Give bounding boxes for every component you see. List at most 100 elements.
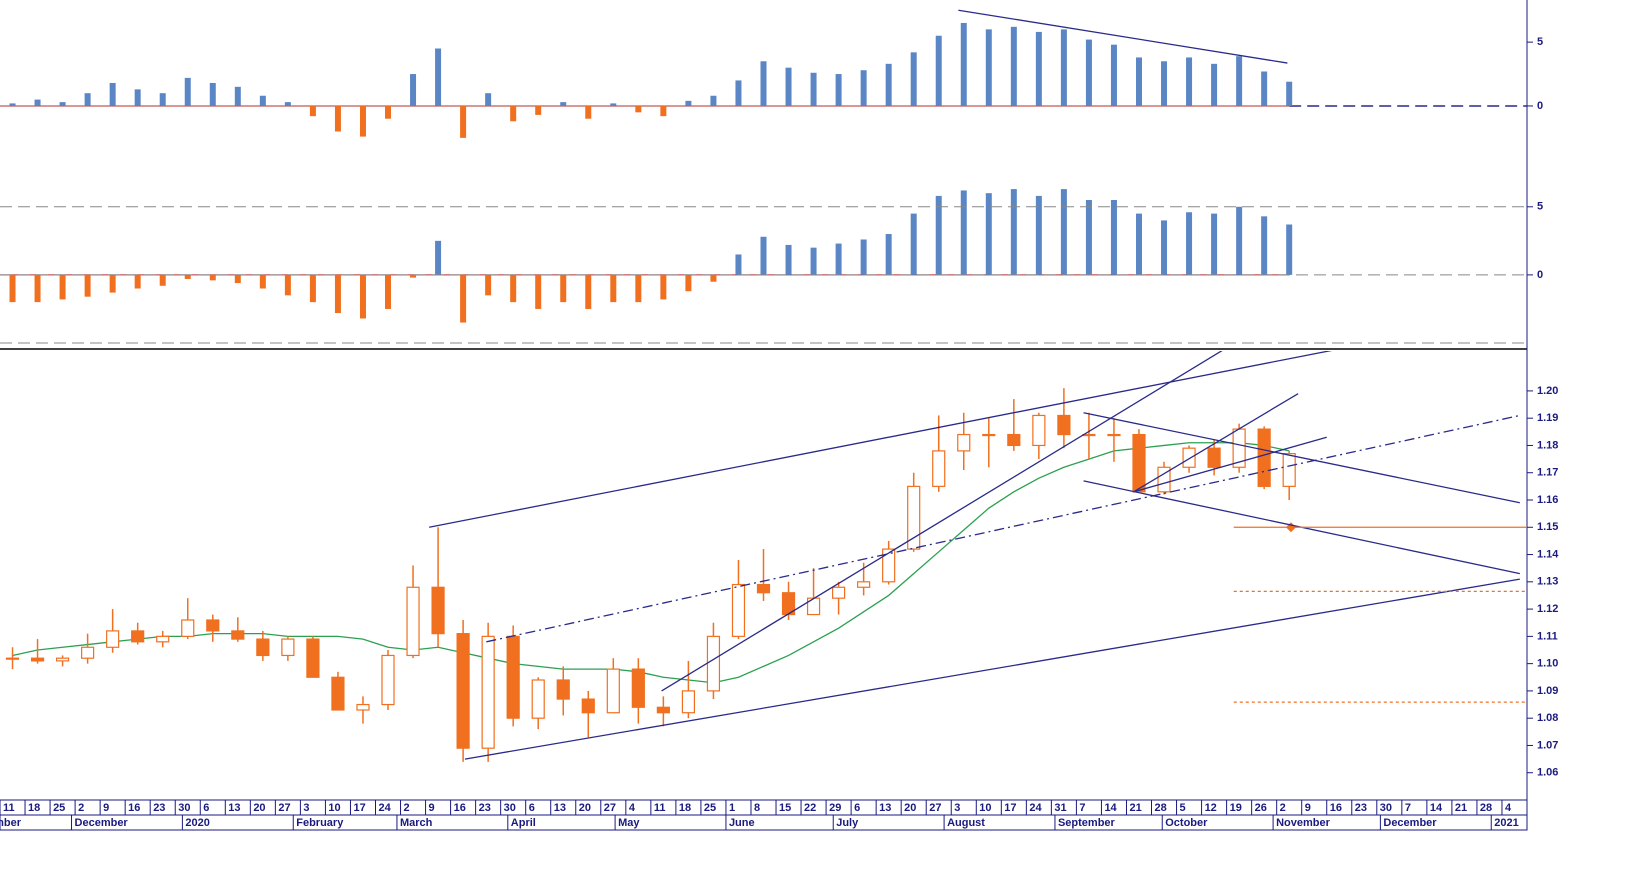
- y-tick-label: 5: [1537, 36, 1543, 48]
- month-label: June: [729, 817, 755, 829]
- histogram-bar: [1135, 57, 1142, 106]
- histogram-bar: [585, 105, 592, 119]
- histogram-bar: [485, 274, 492, 296]
- histogram-bar: [810, 247, 817, 275]
- histogram-bar: [535, 105, 542, 115]
- histogram-bar: [885, 63, 892, 106]
- x-tick-label: 6: [529, 802, 535, 814]
- histogram-bar: [385, 274, 392, 309]
- x-tick-label: 25: [53, 802, 65, 814]
- histogram-bar: [610, 274, 617, 303]
- histogram-bar: [485, 93, 492, 106]
- trendline: [464, 578, 1520, 760]
- histogram-bar: [9, 274, 16, 303]
- histogram-bar: [1085, 39, 1092, 106]
- y-tick-label: 1.08: [1537, 712, 1558, 724]
- x-tick-label: 11: [654, 802, 666, 814]
- candle-body: [506, 635, 520, 719]
- x-tick-label: 30: [504, 802, 516, 814]
- candle-body: [531, 679, 545, 719]
- x-tick-label: 20: [904, 802, 916, 814]
- x-tick-label: 23: [1355, 802, 1367, 814]
- month-label: November: [0, 817, 22, 829]
- x-tick-label: 30: [1380, 802, 1392, 814]
- candle-body: [731, 583, 746, 637]
- month-label: May: [618, 817, 640, 829]
- x-tick-label: 7: [1405, 802, 1411, 814]
- histogram-bar: [1186, 212, 1193, 275]
- x-tick-label: 25: [704, 802, 716, 814]
- histogram-bar: [860, 239, 867, 275]
- histogram-bar: [560, 102, 567, 106]
- histogram-bar: [410, 74, 417, 106]
- candle-body: [631, 668, 645, 708]
- y-tick-label: 1.19: [1537, 412, 1558, 424]
- histogram-bar: [610, 103, 617, 106]
- histogram-bar: [1010, 189, 1017, 275]
- histogram-bar: [785, 67, 792, 106]
- histogram-bar: [284, 102, 291, 106]
- x-tick-label: 27: [929, 802, 941, 814]
- histogram-bar: [710, 95, 717, 106]
- histogram-bar: [1060, 189, 1067, 275]
- histogram-bar: [910, 213, 917, 275]
- histogram-bar: [209, 82, 216, 106]
- histogram-bar: [585, 274, 592, 309]
- histogram-bar: [885, 234, 892, 275]
- candle-body: [381, 654, 395, 706]
- trendline: [1083, 412, 1520, 504]
- panel-clip: [0, 9, 1527, 323]
- y-tick-label: 5: [1537, 201, 1543, 213]
- histogram-bar: [209, 274, 216, 281]
- x-tick-label: 28: [1155, 802, 1167, 814]
- y-tick-label: 1.17: [1537, 467, 1558, 479]
- candle-body: [106, 630, 120, 648]
- month-label: September: [1058, 817, 1116, 829]
- histogram-bar: [84, 93, 91, 106]
- candle-body: [681, 690, 696, 714]
- histogram-bar: [535, 274, 542, 309]
- month-label: December: [1383, 817, 1437, 829]
- histogram-bar: [910, 52, 917, 106]
- histogram-bar: [1035, 31, 1042, 106]
- histogram-bar: [760, 236, 767, 275]
- candle-body: [1282, 453, 1296, 487]
- x-tick-label: 7: [1079, 802, 1085, 814]
- candle-body: [656, 706, 670, 714]
- y-tick-label: 1.10: [1537, 658, 1558, 670]
- x-tick-label: 16: [128, 802, 140, 814]
- candle-body: [957, 433, 971, 452]
- trendline: [429, 351, 1333, 528]
- moving-average: [12, 442, 1290, 684]
- histogram-bar: [960, 190, 967, 275]
- candle-body: [982, 433, 996, 437]
- histogram-bar: [685, 274, 692, 292]
- y-tick-label: 1.07: [1537, 739, 1558, 751]
- histogram-bar: [810, 72, 817, 106]
- x-tick-label: 28: [1480, 802, 1492, 814]
- x-tick-label: 11: [3, 802, 15, 814]
- histogram-bar: [560, 274, 567, 303]
- histogram-bar: [735, 80, 742, 106]
- histogram-bar: [410, 274, 417, 278]
- histogram-bar: [59, 274, 66, 300]
- y-tick-label: 0: [1537, 269, 1543, 281]
- histogram-bar: [935, 195, 942, 275]
- histogram-bar: [510, 105, 517, 122]
- x-tick-label: 2: [404, 802, 410, 814]
- candle-body: [256, 638, 270, 657]
- x-tick-label: 13: [879, 802, 891, 814]
- histogram-bar: [660, 274, 667, 300]
- candle-body: [831, 586, 846, 599]
- x-tick-label: 29: [829, 802, 841, 814]
- y-tick-label: 1.14: [1537, 548, 1559, 560]
- candle-body: [331, 676, 345, 711]
- trendline: [1133, 393, 1299, 493]
- month-label: 2021: [1494, 817, 1518, 829]
- histogram-bar: [985, 29, 992, 106]
- x-tick-label: 9: [429, 802, 435, 814]
- month-label: March: [400, 817, 433, 829]
- candle-body: [1007, 433, 1021, 447]
- x-tick-label: 19: [1230, 802, 1242, 814]
- histogram-bar: [785, 244, 792, 275]
